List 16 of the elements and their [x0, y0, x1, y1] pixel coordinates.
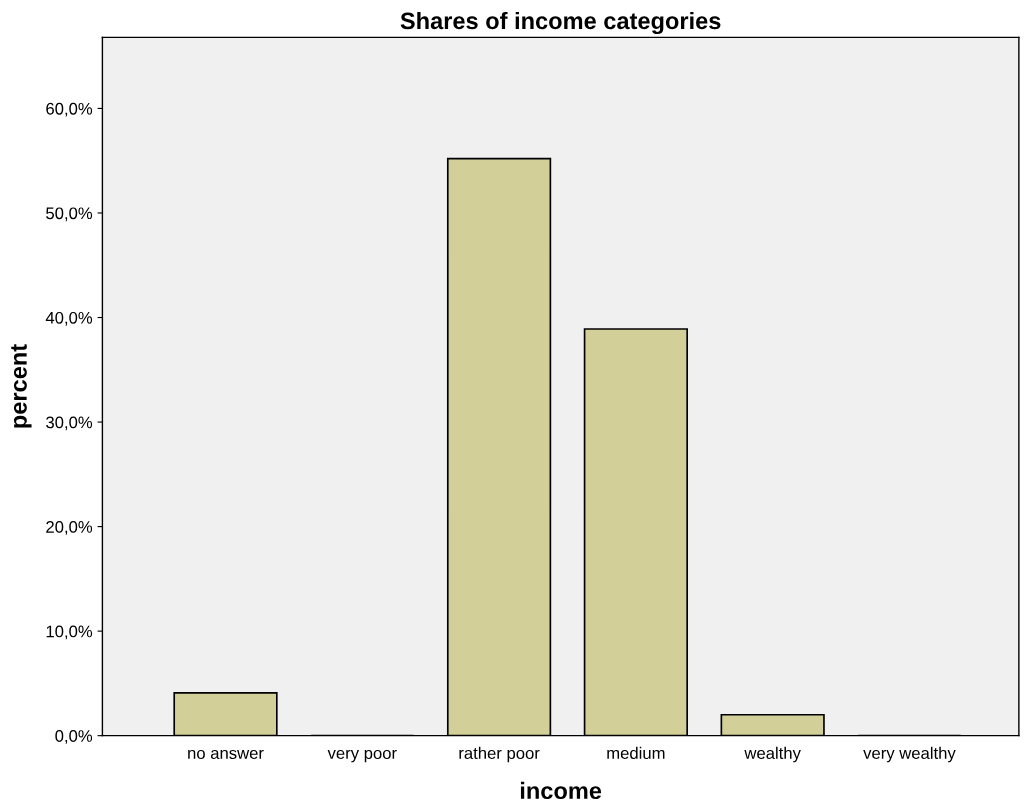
y-tick-label: 0,0%: [55, 730, 93, 744]
x-axis-title: income: [520, 781, 602, 800]
y-tick-label: 10,0%: [46, 625, 93, 640]
x-tick-label: very poor: [327, 749, 397, 763]
chart-title: Shares of income categories: [400, 11, 721, 35]
x-tick-label: no answer: [188, 749, 264, 760]
y-tick-label: 60,0%: [46, 102, 93, 117]
x-tick-label: very wealthy: [863, 746, 956, 763]
y-tick-label: 30,0%: [46, 416, 93, 431]
y-axis-title: percent: [11, 344, 32, 428]
y-tick-label: 40,0%: [45, 311, 93, 326]
x-tick-label: rather poor: [459, 746, 540, 763]
x-tick-label: wealthy: [744, 746, 801, 763]
x-tick-label: medium: [607, 746, 665, 760]
y-tick-label: 20,0%: [46, 521, 93, 535]
y-tick-label: 50,0%: [46, 207, 93, 222]
